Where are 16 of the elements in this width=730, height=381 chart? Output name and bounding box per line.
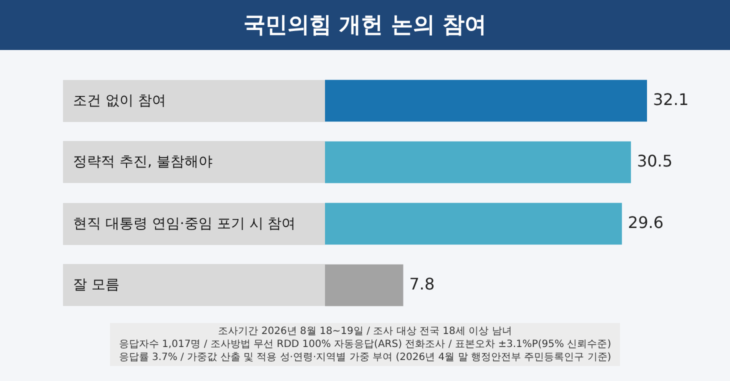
data-label: 29.6 (628, 212, 664, 232)
chart-title: 국민의힘 개헌 논의 참여 (0, 0, 730, 50)
y-tick-label: 현직 대통령 연임·중임 포기 시 참여 (63, 202, 325, 245)
data-label: 30.5 (636, 151, 673, 170)
bar (325, 202, 622, 245)
text: 조사기간 2026년 8월 18~19일 / 조사 대상 전국 18세 이상 남녀 (217, 325, 513, 338)
y-tick-label: 정략적 추진, 불참해야 (63, 141, 325, 184)
bar (325, 80, 647, 122)
bar (325, 141, 631, 184)
y-tick-label: 잘 모름 (63, 264, 325, 306)
data-label: 32.1 (653, 90, 689, 109)
bar (325, 264, 404, 306)
text: 응답자수 1,017명 / 조사방법 무선 RDD 100% 자동응답(ARS) 전화조사 / 표본오차 ±3.1%P(95% 신뢰수준) (118, 338, 612, 351)
data-label: 7.8 (409, 274, 435, 294)
text: 응답률 3.7% / 가중값 산출 및 적용 성·연령·지역별 가중 부여 (2026년 4월 말 행정안전부 주민등록인구 기준) (118, 351, 612, 364)
y-tick-label: 조건 없이 참여 (63, 80, 325, 122)
